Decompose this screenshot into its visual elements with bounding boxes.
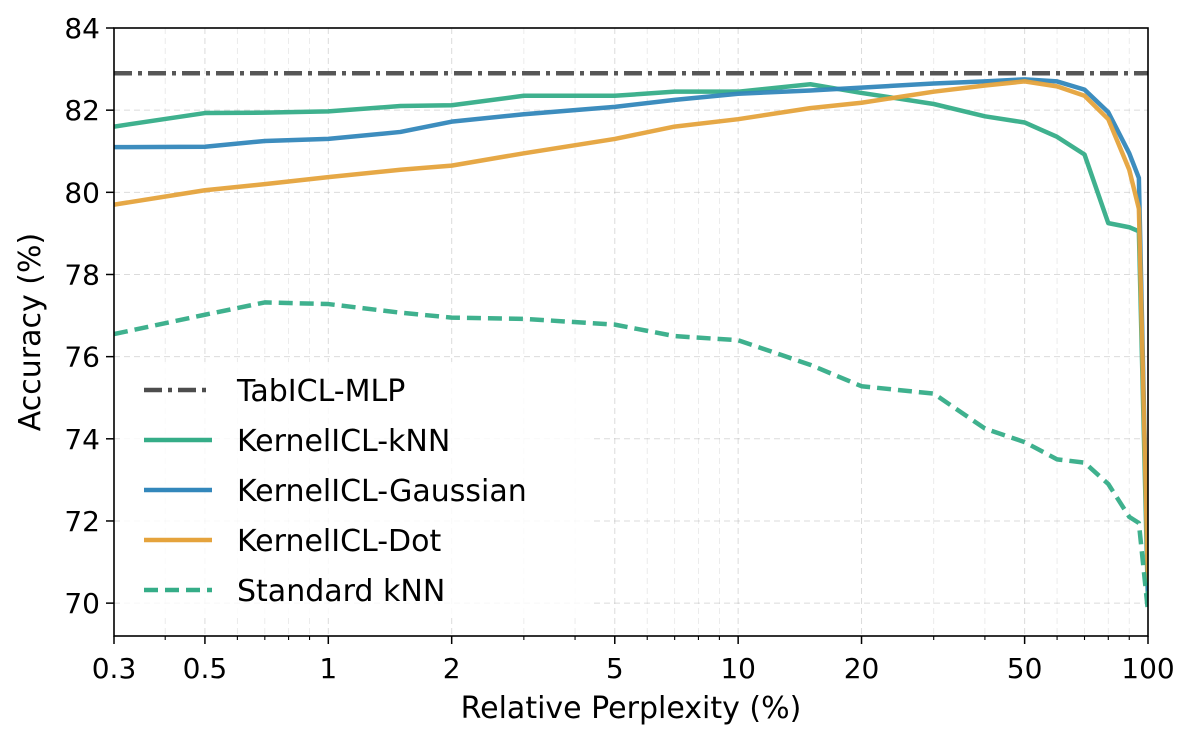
- series-line-standard-knn: [114, 300, 1148, 612]
- x-tick-label: 0.3: [92, 652, 137, 685]
- legend: TabICL-MLP KernelICL-kNN KernelICL-Gaussia…: [120, 362, 590, 617]
- series-group: [114, 70, 1148, 612]
- x-axis-title: Relative Perplexity (%): [461, 691, 802, 726]
- plot-frame: [113, 27, 1149, 637]
- axis-ticks: 0.3 0.5 1 2 5 10 20 50 100 70 72 74 76 78 80 82 84: [64, 12, 1174, 685]
- legend-label-tabicl-mlp: TabICL-MLP: [236, 374, 405, 409]
- y-tick-label: 76: [64, 341, 100, 374]
- x-tick-label: 2: [443, 652, 461, 685]
- x-tick-label: 0.5: [183, 652, 228, 685]
- x-tick-label: 20: [844, 652, 880, 685]
- x-tick-label: 1: [319, 652, 337, 685]
- x-tick-label: 50: [1007, 652, 1043, 685]
- y-tick-label: 72: [64, 505, 100, 538]
- y-tick-label: 74: [64, 423, 100, 456]
- x-tick-label: 10: [720, 652, 756, 685]
- legend-label-kernelicl-dot: KernelICL-Dot: [237, 524, 442, 559]
- series-line-kernelicl-dot: [114, 79, 1148, 583]
- legend-label-kernelicl-gaussian: KernelICL-Gaussian: [237, 474, 527, 509]
- y-axis-title: Accuracy (%): [13, 233, 48, 431]
- series-line-kernelicl-gaussian: [114, 77, 1148, 591]
- x-tick-label: 100: [1121, 652, 1174, 685]
- y-tick-label: 80: [64, 176, 100, 209]
- y-tick-label: 82: [64, 94, 100, 127]
- y-tick-label: 70: [64, 587, 100, 620]
- legend-label-standard-knn: Standard kNN: [237, 574, 445, 609]
- x-tick-label: 5: [606, 652, 624, 685]
- series-line-kernelicl-knn: [114, 82, 1148, 604]
- y-tick-label: 84: [64, 12, 100, 45]
- legend-label-kernelicl-knn: KernelICL-kNN: [237, 424, 450, 459]
- y-tick-label: 78: [64, 258, 100, 291]
